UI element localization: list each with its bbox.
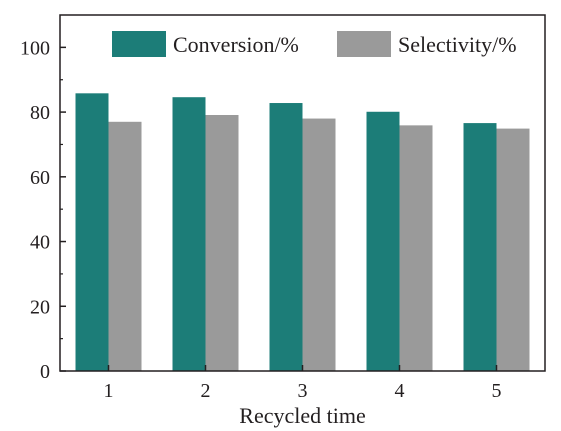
bar-conversion-5 [463,123,497,371]
legend: Conversion/% Selectivity/% [112,31,517,57]
y-tick-label: 100 [20,37,50,59]
x-tick-label: 1 [104,380,114,402]
bar-conversion-3 [269,103,303,372]
legend-label-selectivity: Selectivity/% [398,32,517,57]
y-tick-label: 0 [40,361,50,383]
legend-swatch-conversion [112,31,166,57]
bar-selectivity-1 [108,121,142,371]
y-tick-label: 60 [30,167,50,189]
x-tick-label: 3 [298,380,308,402]
legend-swatch-selectivity [337,31,391,57]
bar-selectivity-2 [205,115,239,372]
x-tick-label: 2 [201,380,211,402]
y-tick-label: 40 [30,232,50,254]
bar-conversion-2 [172,97,206,371]
x-tick-label: 5 [492,380,502,402]
x-axis: 1 2 3 4 5 [104,365,502,402]
y-tick-label: 20 [30,296,50,318]
bar-conversion-4 [366,111,400,371]
bar-selectivity-5 [496,128,530,371]
legend-label-conversion: Conversion/% [173,32,299,57]
x-tick-label: 4 [395,380,405,402]
bar-conversion-1 [75,93,109,371]
bar-selectivity-4 [399,125,433,371]
x-axis-title: Recycled time [239,403,365,428]
bars-group [75,93,530,372]
bar-selectivity-3 [302,118,336,372]
y-tick-label: 80 [30,102,50,124]
y-axis: 0 20 40 60 80 100 [20,37,66,383]
